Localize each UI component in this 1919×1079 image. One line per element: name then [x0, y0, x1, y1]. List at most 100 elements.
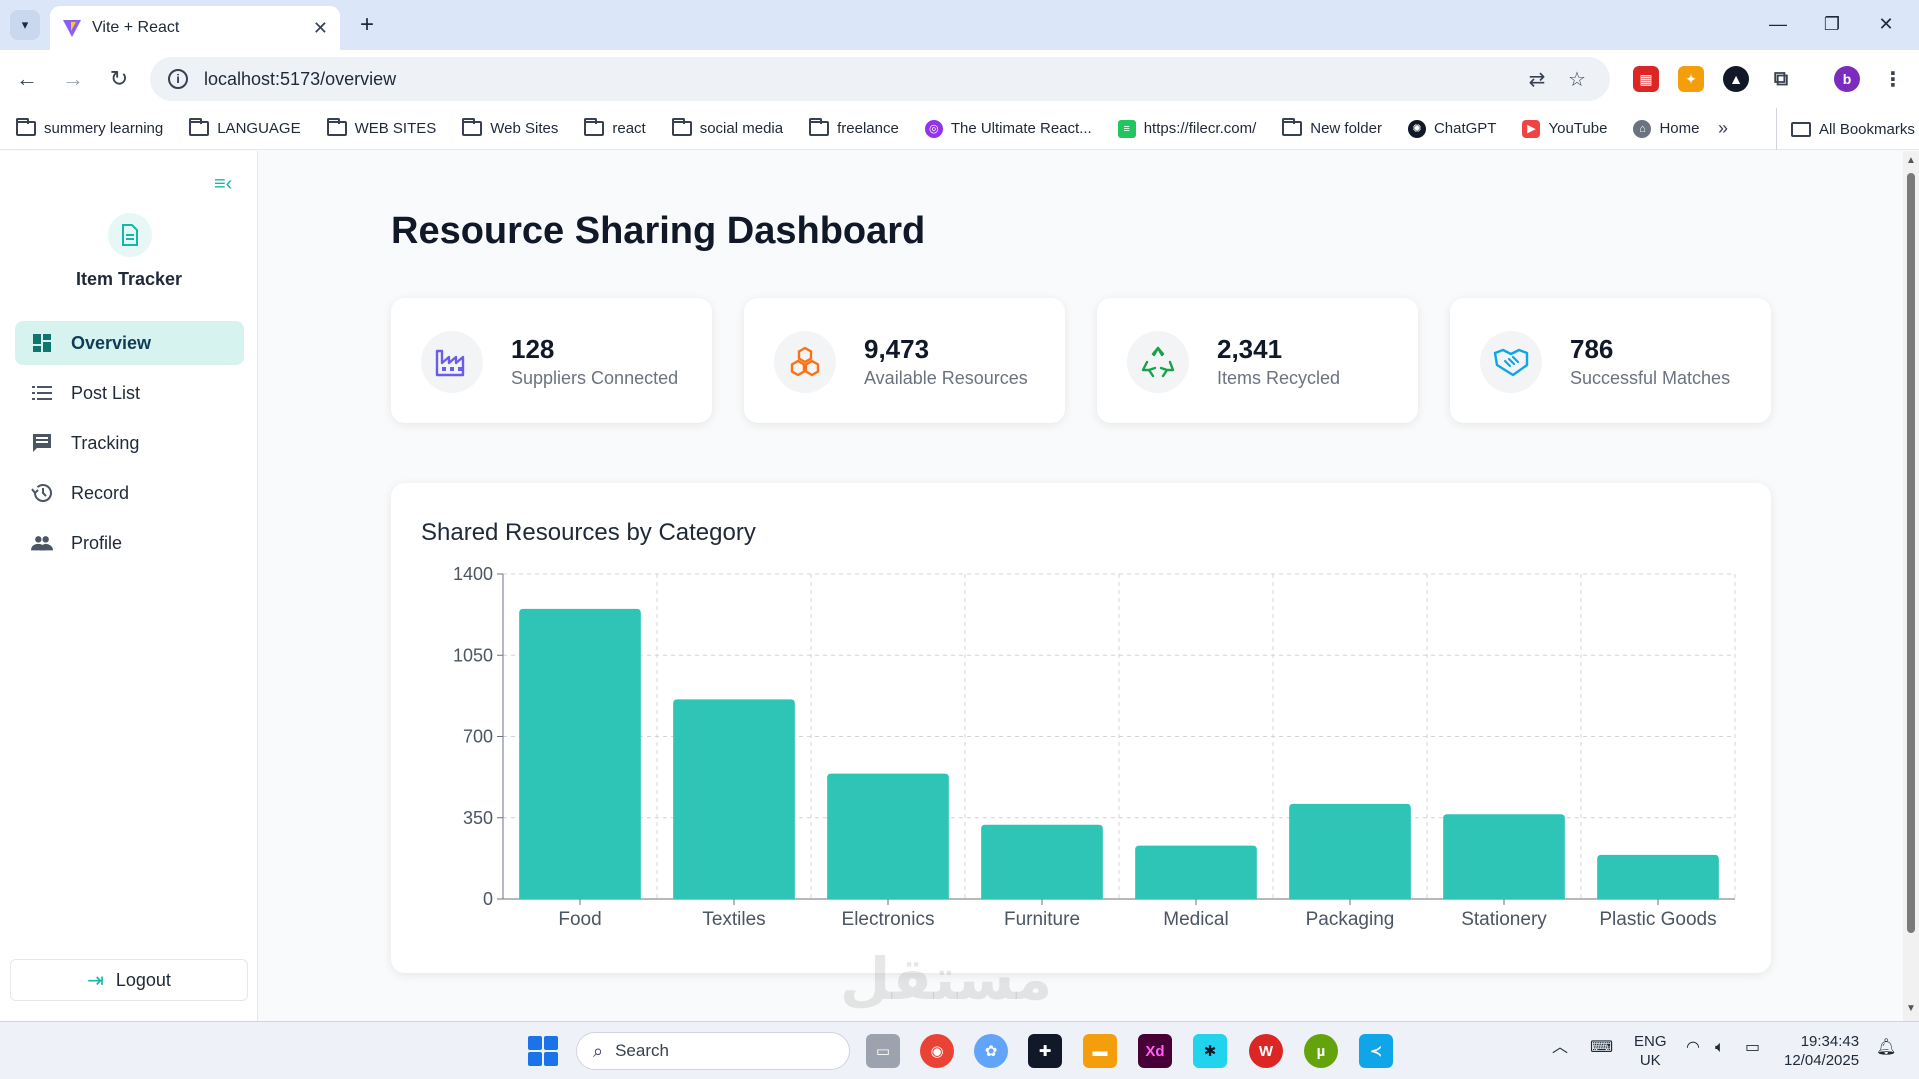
chart-title: Shared Resources by Category [421, 519, 756, 546]
bar [1597, 854, 1719, 899]
chrome-icon[interactable]: ◉ [920, 1034, 954, 1068]
extension-icon[interactable]: ▦ [1633, 66, 1659, 92]
clock[interactable]: 19:34:43 12/04/2025 [1784, 1033, 1860, 1069]
scroll-up-icon[interactable]: ▲ [1906, 155, 1916, 166]
chat-icon [31, 432, 53, 454]
copilot-icon[interactable]: ✿ [974, 1034, 1008, 1068]
bar [1289, 803, 1411, 899]
restore-icon[interactable]: ❐ [1823, 13, 1841, 34]
tab-search-button[interactable]: ▾ [10, 10, 40, 40]
stat-label: Available Resources [864, 368, 1028, 388]
bookmark-item[interactable]: Web Sites [462, 118, 558, 137]
logout-button[interactable]: ⇥ Logout [10, 959, 248, 1001]
list-icon [31, 382, 53, 404]
sidebar-item-tracking[interactable]: Tracking [15, 421, 244, 465]
scroll-down-icon[interactable]: ▼ [1906, 1003, 1916, 1014]
folder-icon [1791, 121, 1811, 137]
chatgpt-icon: ✺ [1407, 119, 1426, 138]
sidebar-item-record[interactable]: Record [15, 471, 244, 515]
bar [1135, 845, 1257, 899]
back-icon[interactable]: ← [16, 66, 38, 91]
avatar[interactable]: b [1834, 66, 1860, 92]
sidebar-item-profile[interactable]: Profile [15, 521, 244, 565]
battery-icon[interactable]: ▭ [1745, 1039, 1761, 1056]
url-text[interactable]: localhost:5173/overview [204, 68, 397, 89]
all-bookmarks[interactable]: All Bookmarks [1776, 108, 1915, 150]
bookmark-item[interactable]: ✺ ChatGPT [1407, 119, 1496, 138]
stat-label: Items Recycled [1217, 368, 1341, 388]
recycle-icon [1127, 331, 1189, 393]
extension-icon[interactable]: ✦ [1678, 66, 1704, 92]
brand-title: Item Tracker [75, 269, 183, 289]
figma-icon[interactable]: ✚ [1028, 1034, 1062, 1068]
y-tick-label: 1400 [453, 564, 493, 584]
sidebar-item-overview[interactable]: Overview [15, 321, 244, 365]
bookmark-star-icon[interactable]: ☆ [1568, 68, 1586, 91]
folder-icon [326, 118, 347, 136]
file-explorer-icon[interactable]: ▬ [1083, 1034, 1117, 1068]
language-indicator[interactable]: ENG UK [1634, 1033, 1667, 1069]
bar [981, 824, 1103, 899]
keyboard-icon[interactable]: ⌨ [1590, 1039, 1614, 1056]
stat-label: Suppliers Connected [511, 368, 679, 388]
snipping-tool-icon[interactable]: ✱ [1193, 1034, 1227, 1068]
wps-office-icon[interactable]: W [1249, 1034, 1283, 1068]
bookmark-item[interactable]: ◎ The Ultimate React... [924, 119, 1092, 138]
wifi-icon[interactable]: ◠ [1686, 1039, 1700, 1056]
taskbar-search[interactable]: ⌕ Search [576, 1032, 850, 1070]
folder-icon [584, 118, 605, 136]
minimize-icon[interactable]: — [1769, 13, 1787, 34]
stat-card-matches: 786 Successful Matches [1450, 298, 1771, 423]
page-scrollbar[interactable]: ▲ ▼ [1903, 151, 1919, 1021]
adobe-xd-icon[interactable]: Xd [1138, 1034, 1172, 1068]
scrollbar-thumb[interactable] [1907, 173, 1915, 933]
folder-icon [809, 118, 830, 136]
vscode-icon[interactable]: ≺ [1359, 1034, 1393, 1068]
close-icon[interactable]: ✕ [312, 17, 328, 38]
menu-icon[interactable]: ⋮ [1883, 68, 1903, 91]
logout-label: Logout [115, 969, 171, 990]
forward-icon[interactable]: → [62, 66, 84, 91]
puzzle-icon[interactable]: ⧉ [1773, 67, 1789, 90]
site-info-icon[interactable]: i [168, 69, 188, 89]
reload-icon[interactable]: ↻ [109, 66, 129, 91]
address-bar[interactable]: i localhost:5173/overview ⇄ ☆ [150, 57, 1610, 101]
sidebar-item-post-list[interactable]: Post List [15, 371, 244, 415]
bookmark-item[interactable]: ▶ YouTube [1522, 119, 1607, 138]
sidebar-item-label: Record [71, 482, 130, 503]
stat-value: 786 [1570, 334, 1614, 364]
bookmark-item[interactable]: social media [671, 118, 783, 137]
notification-bell-icon[interactable]: 🔔︎ [1876, 1039, 1897, 1056]
bookmark-item[interactable]: WEB SITES [326, 118, 436, 137]
collapse-sidebar-icon[interactable]: ≡‹ [214, 173, 233, 195]
more-bookmarks-icon[interactable]: » [1718, 118, 1729, 138]
bookmark-item[interactable]: LANGUAGE [189, 118, 301, 137]
x-tick-label: Plastic Goods [1599, 909, 1716, 930]
x-tick-label: Packaging [1306, 909, 1395, 930]
stat-value: 9,473 [864, 334, 930, 364]
task-view-icon[interactable]: ▭ [866, 1034, 900, 1068]
stat-value: 128 [511, 334, 555, 364]
x-tick-label: Food [558, 909, 601, 930]
tray-expand-icon[interactable]: ︿ [1552, 1039, 1569, 1056]
bookmark-item[interactable]: New folder [1282, 118, 1382, 137]
browser-tab[interactable]: Vite + React ✕ [50, 6, 340, 50]
extension-icon[interactable]: ▲ [1723, 66, 1749, 92]
tab-title: Vite + React [92, 19, 180, 36]
bookmark-item[interactable]: react [584, 118, 646, 137]
bar [1443, 814, 1565, 899]
bar [673, 699, 795, 899]
volume-icon[interactable]: 🔈︎ [1715, 1039, 1725, 1056]
translate-icon[interactable]: ⇄ [1528, 68, 1546, 91]
new-tab-button[interactable]: + [359, 11, 374, 38]
utorrent-icon[interactable]: µ [1304, 1034, 1338, 1068]
bookmark-item[interactable]: summery learning [16, 118, 163, 137]
y-tick-label: 700 [463, 727, 493, 747]
logout-icon: ⇥ [87, 969, 104, 992]
taskbar: ⌕ Search ▭ ◉ ✿ ✚ ▬ Xd ✱ W µ ≺ ︿ ⌨ ENG UK… [0, 1021, 1919, 1079]
windows-start-icon[interactable] [528, 1036, 558, 1066]
bookmark-item[interactable]: ≡ https://filecr.com/ [1117, 119, 1256, 138]
bookmark-item[interactable]: ⌂ Home [1633, 119, 1699, 138]
bookmark-item[interactable]: freelance [809, 118, 899, 137]
window-close-icon[interactable]: ✕ [1878, 13, 1894, 34]
